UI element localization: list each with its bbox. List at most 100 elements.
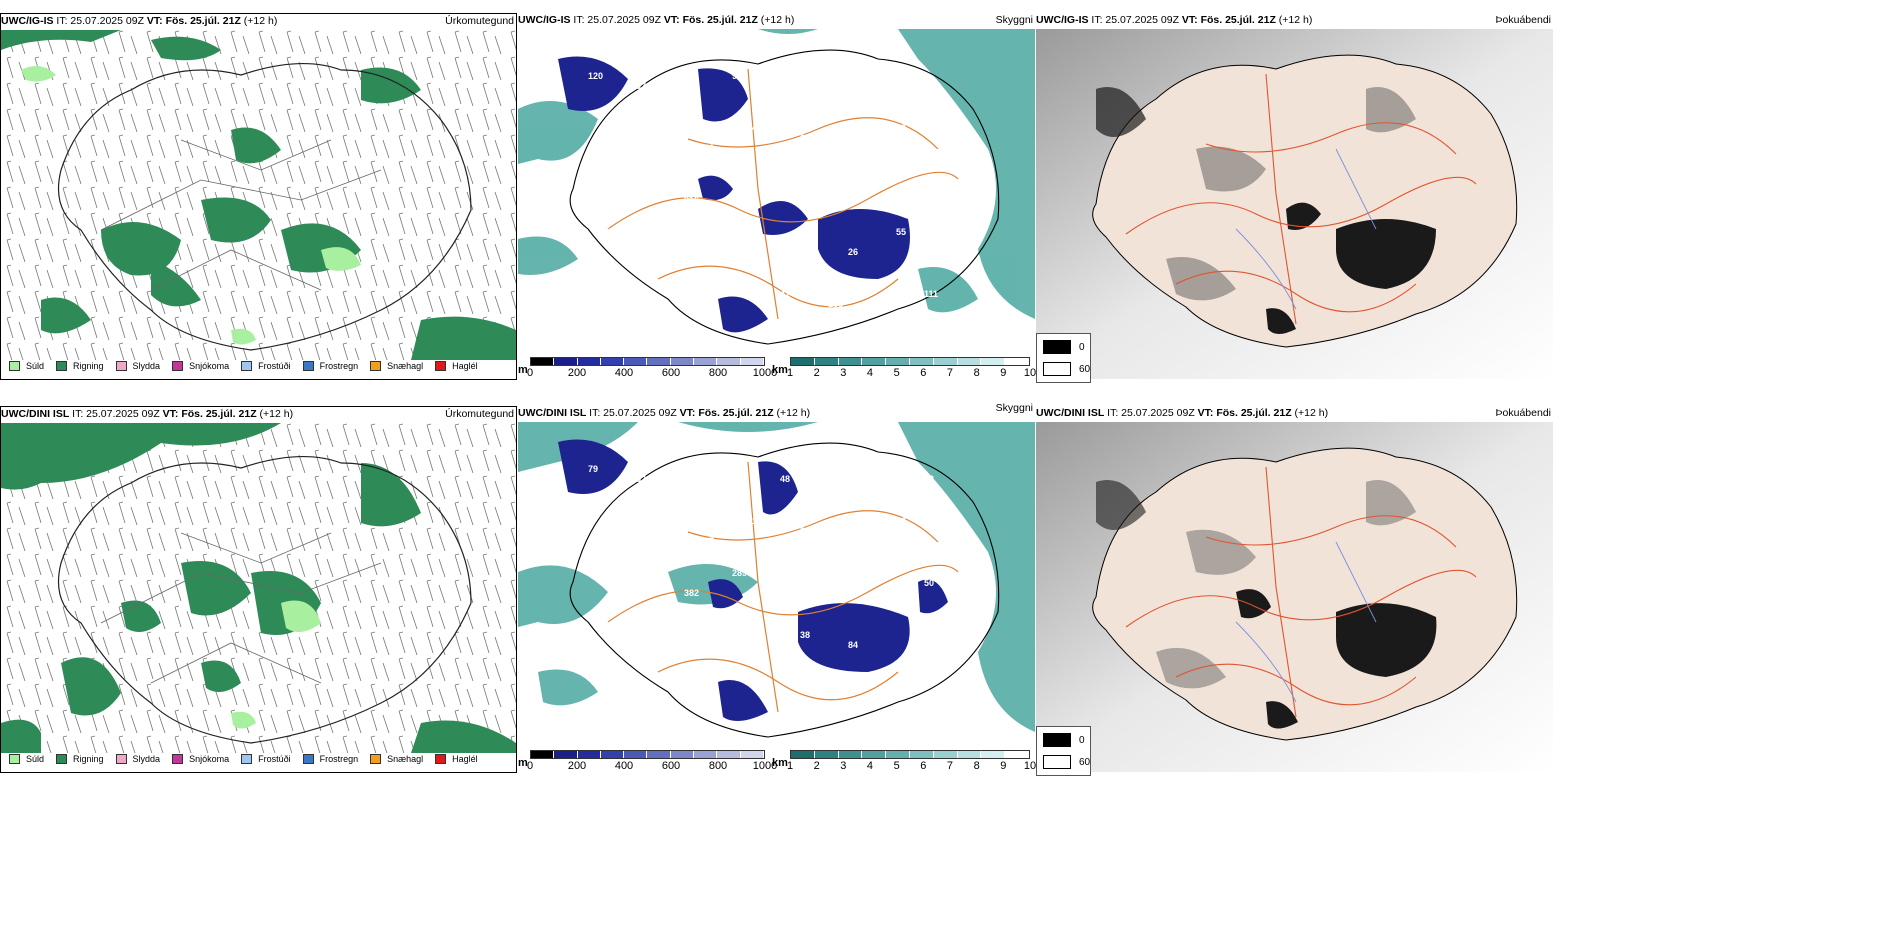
colorbar-tick-label: 400 — [614, 760, 634, 772]
fog-index-panel-2: UWC/DINI ISL IT: 25.07.2025 09Z VT: Fös.… — [1036, 406, 1553, 776]
ceiling-value-label: 42 — [924, 474, 934, 484]
legend-item: Snjókoma — [172, 361, 229, 371]
colorbar-tick-label: 9 — [1000, 367, 1007, 379]
legend-swatch — [115, 361, 127, 371]
ceiling-value-label: 84 — [848, 640, 858, 650]
fog-index-panel-1: UWC/IG-IS IT: 25.07.2025 09Z VT: Fös. 25… — [1036, 13, 1553, 383]
panel-type-label: Skyggni — [995, 14, 1033, 26]
colorbar-cell — [624, 751, 648, 758]
ceiling-value-label: 106 — [636, 185, 651, 195]
visibility-unit: km — [772, 364, 788, 376]
legend-label: Frostúði — [258, 361, 291, 371]
colorbar-tick-label: 8 — [973, 760, 980, 772]
fog-legend-row: 60 — [1043, 362, 1090, 376]
panel-type-label: Úrkomutegund — [445, 15, 514, 27]
valid-time: VT: Fös. 25.júl. 21Z — [162, 408, 257, 420]
ceiling-value-label: 100 — [944, 133, 959, 143]
ceiling-value-label: 113 — [588, 175, 603, 185]
lead-time: (+12 h) — [1278, 14, 1313, 26]
ceiling-unit: m — [518, 757, 528, 769]
legend-item: Snjókoma — [172, 754, 229, 764]
panel-type-label: Þokuábendi — [1495, 14, 1551, 26]
ceiling-value-label: 69 — [636, 289, 646, 299]
legend-swatch — [9, 754, 20, 764]
colorbar-tick-label: 200 — [567, 760, 587, 772]
ceiling-value-label: 79 — [588, 464, 598, 474]
panel-title: UWC/IG-IS IT: 25.07.2025 09Z VT: Fös. 25… — [1036, 13, 1312, 27]
legend-item: Snæhagl — [370, 361, 423, 371]
ceiling-value-label: 43 — [732, 279, 742, 289]
colorbar-cell — [554, 358, 578, 365]
colorbar-tick-label: 5 — [893, 367, 900, 379]
ceiling-value-label: 97 — [636, 81, 646, 91]
colorbar-tick-label: 800 — [708, 367, 728, 379]
legend-item: Frostúði — [241, 361, 291, 371]
colorbar-cell — [957, 358, 982, 365]
fog-legend-label: 60 — [1079, 756, 1091, 768]
legend-item: Frostregn — [302, 361, 358, 371]
lead-time: (+12 h) — [776, 407, 811, 419]
ceiling-value-label: 44 — [752, 123, 762, 133]
ceiling-value-label: 51 — [828, 91, 838, 101]
ceiling-value-label: 244 — [608, 620, 623, 630]
ceiling-value-label: 89 — [876, 464, 886, 474]
colorbar-tick-label: 4 — [866, 760, 874, 772]
legend-label: Snjókoma — [189, 754, 230, 764]
ceiling-value-label: 84 — [780, 578, 790, 588]
ceiling-value-label: 52 — [896, 516, 906, 526]
ceiling-value-label: 55 — [896, 227, 906, 237]
legend-label: Haglél — [452, 754, 478, 764]
ceiling-value-label: 352 — [780, 185, 795, 195]
ceiling-value-label: 916 — [684, 195, 699, 205]
colorbar-tick-label: 2 — [813, 367, 820, 379]
ceiling-value-label: 41 — [780, 289, 790, 299]
ceiling-value-label: 50 — [704, 143, 714, 153]
ceiling-value-label: 38 — [800, 630, 810, 640]
ceiling-value-label: 26 — [848, 247, 858, 257]
ceiling-value-label: 59 — [588, 279, 598, 289]
ceiling-value-label: 96 — [732, 71, 742, 81]
ceiling-value-label: 155 — [828, 299, 843, 309]
colorbar-tick-label: 800 — [708, 760, 728, 772]
colorbar-cell — [577, 751, 601, 758]
colorbar-cell — [791, 751, 815, 758]
fog-legend-label: 60 — [1079, 363, 1091, 375]
ceiling-value-label: 165 — [704, 640, 719, 650]
ceiling-value-label: 84 — [876, 175, 886, 185]
colorbar-cell — [981, 751, 1006, 758]
init-time: IT: 25.07.2025 09Z — [72, 408, 160, 420]
ceiling-value-label: 80 — [752, 620, 762, 630]
ceiling-value-label: 46 — [876, 568, 886, 578]
legend-swatch — [435, 361, 447, 371]
legend-item: Rigning — [56, 754, 104, 764]
colorbar-cell — [981, 358, 1006, 365]
model-name: UWC/DINI ISL — [518, 407, 587, 419]
legend-item: Frostregn — [302, 754, 358, 764]
ceiling-value-label: 71 — [944, 237, 954, 247]
precip-type-panel-2: UWC/DINI ISL IT: 25.07.2025 09Z VT: Fös.… — [0, 406, 517, 773]
colorbar-tick-label: 0 — [526, 760, 534, 772]
ceiling-value-label: 62 — [636, 474, 646, 484]
colorbar-tick-label: 5 — [893, 760, 900, 772]
panel-title: UWC/DINI ISL IT: 25.07.2025 09Z VT: Fös.… — [518, 406, 810, 420]
visibility-colorbar: 1 2 3 4 5 6 7 8 9 10 — [787, 750, 1036, 773]
ceiling-value-label: 79 — [780, 81, 790, 91]
ceiling-value-label: 75 — [732, 464, 742, 474]
legend-item: Rigning — [56, 361, 104, 371]
ceiling-value-label: 48 — [780, 474, 790, 484]
colorbar-cell — [838, 358, 863, 365]
legend-label: Súld — [26, 754, 45, 764]
precip-legend: Súld Rigning Slydda Snjókoma Frostúði Fr… — [9, 754, 490, 764]
visibility-map: 120 97 78 96 79 51 51 70 16 70 50 44 62 59 79 100 113 106… — [518, 29, 1035, 355]
legend-swatch — [56, 361, 68, 371]
colorbar-cell — [717, 751, 741, 758]
precip-map — [1, 423, 516, 753]
fog-legend-label: 0 — [1079, 341, 1085, 353]
colorbar-tick-label: 8 — [973, 367, 980, 379]
legend-swatch — [370, 361, 382, 371]
colorbar-cell — [862, 358, 887, 365]
colorbar-cell — [717, 358, 741, 365]
model-name: UWC/IG-IS — [1, 15, 54, 27]
init-time: IT: 25.07.2025 09Z — [589, 407, 677, 419]
ceiling-value-label: 62 — [800, 133, 810, 143]
